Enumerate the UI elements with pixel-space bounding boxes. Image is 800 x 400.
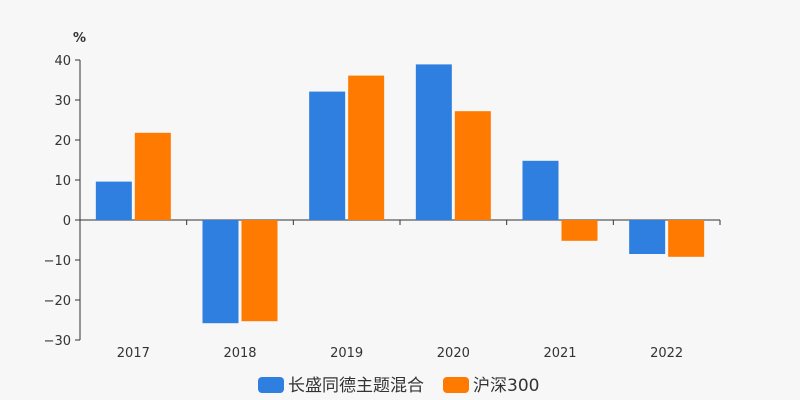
bar-series-0-2017 <box>95 181 132 220</box>
y-tick-label: 10 <box>54 174 71 189</box>
bar-series-0-2022 <box>629 220 666 254</box>
x-tick-label: 2021 <box>543 346 576 361</box>
x-tick-labels: 2017 2018 2019 2020 2021 2022 <box>117 346 683 361</box>
x-tick-label: 2019 <box>330 346 363 361</box>
bar-series-1-2018 <box>241 220 278 322</box>
legend-swatch-1 <box>443 377 469 393</box>
bar-series-1-2020 <box>454 111 491 220</box>
x-tick-label: 2020 <box>437 346 470 361</box>
y-axis-unit-label: % <box>73 31 86 46</box>
y-tick-label: −20 <box>44 294 71 309</box>
bar-series-1-2019 <box>348 75 385 220</box>
legend: 长盛同德主题混合 沪深300 <box>258 376 539 396</box>
legend-label-1: 沪深300 <box>473 376 539 396</box>
legend-swatch-0 <box>258 377 284 393</box>
x-tick-label: 2022 <box>650 346 683 361</box>
y-tick-labels: −30 −20 −10 0 10 20 30 40 <box>44 54 71 349</box>
bar-series-0-2019 <box>309 91 346 220</box>
x-tick-label: 2018 <box>223 346 256 361</box>
legend-label-0: 长盛同德主题混合 <box>288 376 424 396</box>
y-tick-label: 30 <box>54 94 71 109</box>
bar-series-1-2022 <box>668 220 705 257</box>
axes <box>75 59 721 341</box>
y-tick-label: −30 <box>44 334 71 349</box>
bar-series-0-2018 <box>202 220 239 324</box>
bar-series-0-2021 <box>522 160 559 220</box>
bars <box>95 64 705 324</box>
bar-series-1-2017 <box>134 132 171 220</box>
bar-series-1-2021 <box>561 220 598 241</box>
y-tick-label: 0 <box>63 214 71 229</box>
x-tick-label: 2017 <box>117 346 150 361</box>
y-tick-label: 20 <box>54 134 71 149</box>
bar-series-0-2020 <box>415 64 452 221</box>
y-tick-label: −10 <box>44 254 71 269</box>
y-tick-label: 40 <box>54 54 71 69</box>
